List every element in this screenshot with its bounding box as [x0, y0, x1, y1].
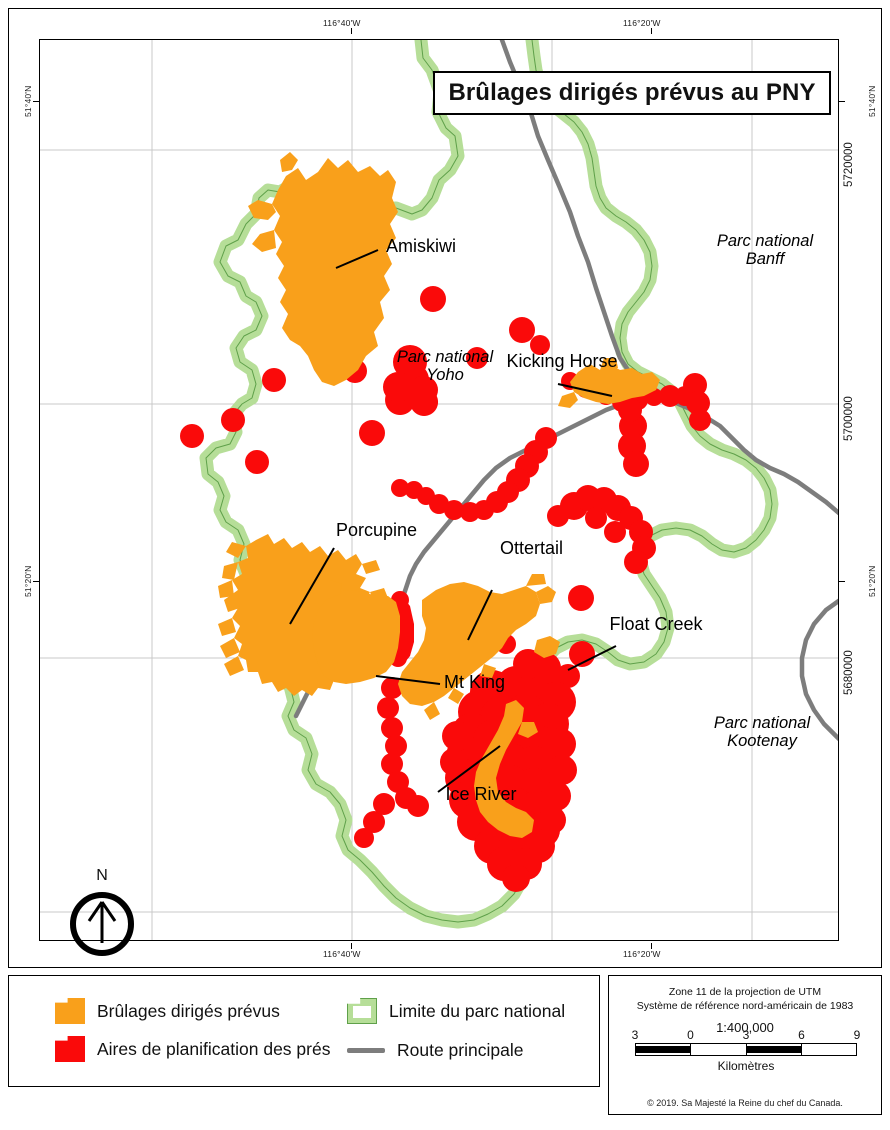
scale-tick-1: 0	[687, 1028, 694, 1042]
axis-right-utm-2: 5680000	[843, 650, 855, 695]
axis-right-utm-1: 5700000	[843, 396, 855, 441]
axis-bottom-degree-tick-1	[651, 943, 652, 949]
map-label-mt-king: Mt King	[444, 672, 506, 692]
scale-bar-segment-3	[746, 1044, 802, 1055]
leader-amiskiwi	[335, 249, 379, 269]
burn-unit-mt-king	[312, 590, 400, 684]
legend-item-meadow-areas: Aires de planification des prés	[55, 1036, 330, 1062]
north-arrow-label: N	[96, 867, 108, 884]
legend-label-main-road: Route principale	[397, 1040, 524, 1060]
axis-left-degree-tick-0	[33, 101, 39, 102]
scale-tick-3: 6	[798, 1028, 805, 1042]
scale-bar-graphic	[635, 1043, 857, 1056]
axis-right-degree-1: 51°20'N	[867, 565, 877, 597]
leader-float-creek	[567, 645, 617, 671]
burn-unit-amiskiwi	[272, 158, 398, 386]
scale-unit-label: Kilomètres	[717, 1059, 775, 1073]
leader-porcupine	[289, 547, 335, 625]
legend-item-burn-units: Brûlages dirigés prévus	[55, 998, 280, 1024]
map-label-amiskiwi: Amiskiwi	[386, 236, 456, 256]
axis-right-degree-tick-0	[839, 101, 845, 102]
legend-label-park-boundary: Limite du parc national	[389, 1000, 566, 1021]
park-yoho-line2: Yoho	[426, 366, 464, 385]
road-line-swatch-icon	[347, 1048, 385, 1053]
axis-right-degree-tick-1	[839, 581, 845, 582]
legend-box: Brûlages dirigés prévus Aires de planifi…	[8, 975, 600, 1087]
axis-bottom-degree-0: 116°40'W	[323, 949, 361, 959]
burn-unit-ottertail	[398, 582, 540, 706]
axis-left-degree-0: 51°40'N	[23, 85, 33, 117]
prescribed-burn-units	[218, 152, 660, 838]
scale-tick-4: 9	[853, 1028, 861, 1042]
scale-bar-segment-4	[802, 1044, 856, 1055]
burn-unit-kicking-horse	[570, 364, 660, 404]
orange-polygon-swatch-icon	[55, 998, 85, 1024]
burn-unit-float-creek	[534, 636, 560, 658]
axis-top-degree-1: 116°20'W	[623, 18, 661, 28]
north-arrow: N	[67, 867, 137, 963]
map-title-box: Brûlages dirigés prévus au PNY	[433, 71, 831, 115]
legend-item-main-road: Route principale	[347, 1040, 523, 1061]
map-label-float-creek: Float Creek	[609, 614, 703, 634]
scale-bar-ticks: 3 0 3 6 9	[631, 1028, 861, 1043]
axis-bottom-degree-1: 116°20'W	[623, 949, 661, 959]
red-polygon-swatch-icon	[55, 1036, 85, 1062]
axis-left-degree-tick-1	[33, 581, 39, 582]
scale-bar-segment-1	[636, 1044, 692, 1055]
axis-bottom-degree-tick-0	[351, 943, 352, 949]
park-yoho-line1: Parc national	[396, 348, 494, 366]
map-label-park-yoho: Parc national Yoho	[360, 348, 530, 385]
park-kootenay-line2: Kootenay	[727, 732, 797, 751]
map-neatline: Amiskiwi Kicking Horse Porcupine Otterta…	[39, 39, 839, 941]
map-label-park-kootenay: Parc national Kootenay	[672, 714, 838, 751]
scale-tick-0: 3	[631, 1028, 639, 1042]
axis-top-degree-tick-0	[351, 28, 352, 34]
map-label-ice-river: Ice River	[445, 784, 517, 804]
park-banff-line1: Parc national	[716, 232, 814, 250]
legend-item-park-boundary: Limite du parc national	[347, 998, 565, 1024]
axis-top-degree-0: 116°40'W	[323, 18, 361, 28]
scale-tick-2: 3	[742, 1028, 750, 1042]
legend-label-burn-units: Brûlages dirigés prévus	[97, 1000, 280, 1021]
north-arrow-icon	[70, 892, 134, 956]
map-panel: 116°40'W 116°20'W 520000 540000 560000 5…	[8, 8, 882, 968]
map-label-kicking-horse: Kicking Horse	[492, 351, 632, 371]
leader-mt-king	[375, 675, 441, 685]
copyright-notice: © 2019. Sa Majesté la Reine du chef du C…	[647, 1098, 843, 1108]
scale-box: Zone 11 de la projection de UTM Système …	[608, 975, 882, 1115]
map-label-kicking-horse-text: Kicking Horse	[506, 351, 618, 371]
map-label-ottertail: Ottertail	[500, 538, 564, 558]
map-title: Brûlages dirigés prévus au PNY	[448, 79, 816, 106]
axis-top-degree-tick-1	[651, 28, 652, 34]
axis-right-utm-0: 5720000	[843, 142, 855, 187]
axis-left-degree-1: 51°20'N	[23, 565, 33, 597]
projection-line-2: Système de référence nord-américain de 1…	[636, 1000, 854, 1012]
leader-ice-river	[437, 745, 501, 793]
leader-ottertail	[467, 589, 493, 641]
park-banff-line2: Banff	[745, 250, 785, 269]
bottom-panel: Brûlages dirigés prévus Aires de planifi…	[8, 975, 882, 1121]
map-graphics	[40, 40, 838, 940]
scale-bar: 3 0 3 6 9 Kilomètres	[631, 1028, 861, 1073]
scale-bar-segment-2	[691, 1044, 747, 1055]
legend-label-meadow-areas: Aires de planification des prés	[97, 1038, 331, 1059]
map-label-park-banff: Parc national Banff	[680, 232, 838, 269]
map-label-porcupine: Porcupine	[336, 520, 418, 540]
label-leader-lines	[289, 249, 617, 793]
projection-line-1: Zone 11 de la projection de UTM	[668, 986, 822, 998]
scale-ratio: 1:400,000	[716, 1020, 774, 1035]
leader-kicking-horse	[557, 383, 613, 397]
park-boundary-swatch-icon	[347, 998, 377, 1024]
axis-right-degree-0: 51°40'N	[867, 85, 877, 117]
park-kootenay-line1: Parc national	[713, 714, 811, 732]
